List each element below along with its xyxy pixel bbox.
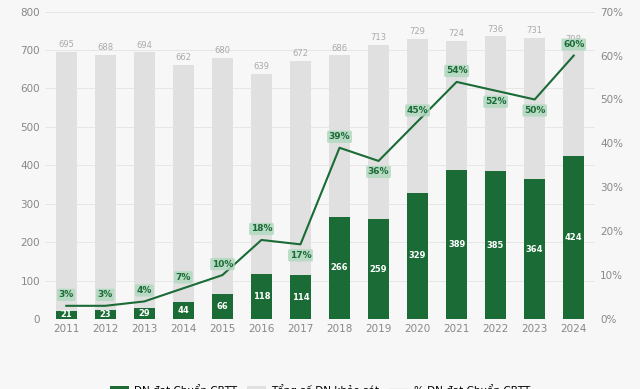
% DN đạt Chuẩn CBTT xyxy=(180,286,188,291)
Line: % DN đạt Chuẩn CBTT: % DN đạt Chuẩn CBTT xyxy=(67,56,573,306)
Text: 21: 21 xyxy=(60,310,72,319)
% DN đạt Chuẩn CBTT xyxy=(570,53,577,58)
Bar xyxy=(95,310,116,319)
Bar xyxy=(173,65,194,319)
Text: 688: 688 xyxy=(97,43,113,52)
Text: 266: 266 xyxy=(331,263,348,272)
Text: 329: 329 xyxy=(409,251,426,260)
% DN đạt Chuẩn CBTT xyxy=(63,303,70,308)
Legend: DN đạt Chuẩn CBTT, Tổng số DN khảo sát, % DN đạt Chuẩn CBTT: DN đạt Chuẩn CBTT, Tổng số DN khảo sát, … xyxy=(106,380,534,389)
Bar xyxy=(446,170,467,319)
Text: 724: 724 xyxy=(449,29,465,38)
Text: 3%: 3% xyxy=(98,290,113,299)
Text: 17%: 17% xyxy=(290,251,311,260)
Text: 52%: 52% xyxy=(485,97,506,106)
% DN đạt Chuẩn CBTT xyxy=(374,159,382,163)
Bar xyxy=(446,41,467,319)
Bar xyxy=(485,36,506,319)
Text: 389: 389 xyxy=(448,240,465,249)
% DN đạt Chuẩn CBTT xyxy=(141,299,148,304)
Text: 672: 672 xyxy=(292,49,308,58)
Text: 45%: 45% xyxy=(407,106,428,115)
Bar xyxy=(407,193,428,319)
Text: 23: 23 xyxy=(99,310,111,319)
Text: 29: 29 xyxy=(138,309,150,318)
Bar xyxy=(56,52,77,319)
Text: 50%: 50% xyxy=(524,106,545,115)
Bar xyxy=(95,55,116,319)
Text: 36%: 36% xyxy=(368,167,389,176)
Text: 39%: 39% xyxy=(329,132,350,141)
Bar xyxy=(485,171,506,319)
Bar xyxy=(407,39,428,319)
Bar xyxy=(329,217,350,319)
Text: 694: 694 xyxy=(136,41,152,50)
% DN đạt Chuẩn CBTT xyxy=(452,80,460,84)
Bar xyxy=(173,302,194,319)
Bar xyxy=(368,45,389,319)
% DN đạt Chuẩn CBTT xyxy=(297,242,305,247)
Text: 54%: 54% xyxy=(446,67,467,75)
% DN đạt Chuẩn CBTT xyxy=(219,273,227,277)
Bar xyxy=(56,311,77,319)
Bar xyxy=(524,38,545,319)
Text: 695: 695 xyxy=(58,40,74,49)
Text: 385: 385 xyxy=(487,240,504,249)
% DN đạt Chuẩn CBTT xyxy=(258,238,266,242)
Text: 680: 680 xyxy=(214,46,230,55)
Text: 713: 713 xyxy=(371,33,387,42)
Text: 60%: 60% xyxy=(563,40,584,49)
Text: 10%: 10% xyxy=(212,259,233,268)
Bar xyxy=(212,294,233,319)
Bar xyxy=(134,308,155,319)
Text: 729: 729 xyxy=(410,27,426,36)
Bar xyxy=(134,53,155,319)
Text: 259: 259 xyxy=(370,265,387,274)
Bar xyxy=(524,179,545,319)
Bar xyxy=(368,219,389,319)
Text: 686: 686 xyxy=(332,44,348,53)
Text: 662: 662 xyxy=(175,53,191,62)
Bar xyxy=(329,56,350,319)
Text: 708: 708 xyxy=(566,35,582,44)
Text: 736: 736 xyxy=(488,25,504,33)
% DN đạt Chuẩn CBTT xyxy=(492,88,499,93)
Bar xyxy=(251,273,272,319)
Text: 639: 639 xyxy=(253,62,269,71)
Bar xyxy=(563,156,584,319)
Bar xyxy=(251,74,272,319)
Text: 66: 66 xyxy=(216,302,228,311)
Text: 731: 731 xyxy=(527,26,543,35)
Text: 3%: 3% xyxy=(59,290,74,299)
Text: 4%: 4% xyxy=(137,286,152,295)
Text: 114: 114 xyxy=(292,293,309,301)
% DN đạt Chuẩn CBTT xyxy=(102,303,109,308)
Text: 118: 118 xyxy=(253,292,270,301)
% DN đạt Chuẩn CBTT xyxy=(335,145,343,150)
Text: 424: 424 xyxy=(565,233,582,242)
Bar xyxy=(290,275,311,319)
Text: 7%: 7% xyxy=(176,273,191,282)
% DN đạt Chuẩn CBTT xyxy=(413,119,421,124)
Text: 364: 364 xyxy=(526,245,543,254)
% DN đạt Chuẩn CBTT xyxy=(531,97,538,102)
Bar xyxy=(212,58,233,319)
Bar xyxy=(290,61,311,319)
Text: 44: 44 xyxy=(177,306,189,315)
Bar xyxy=(563,47,584,319)
Text: 18%: 18% xyxy=(251,224,272,233)
